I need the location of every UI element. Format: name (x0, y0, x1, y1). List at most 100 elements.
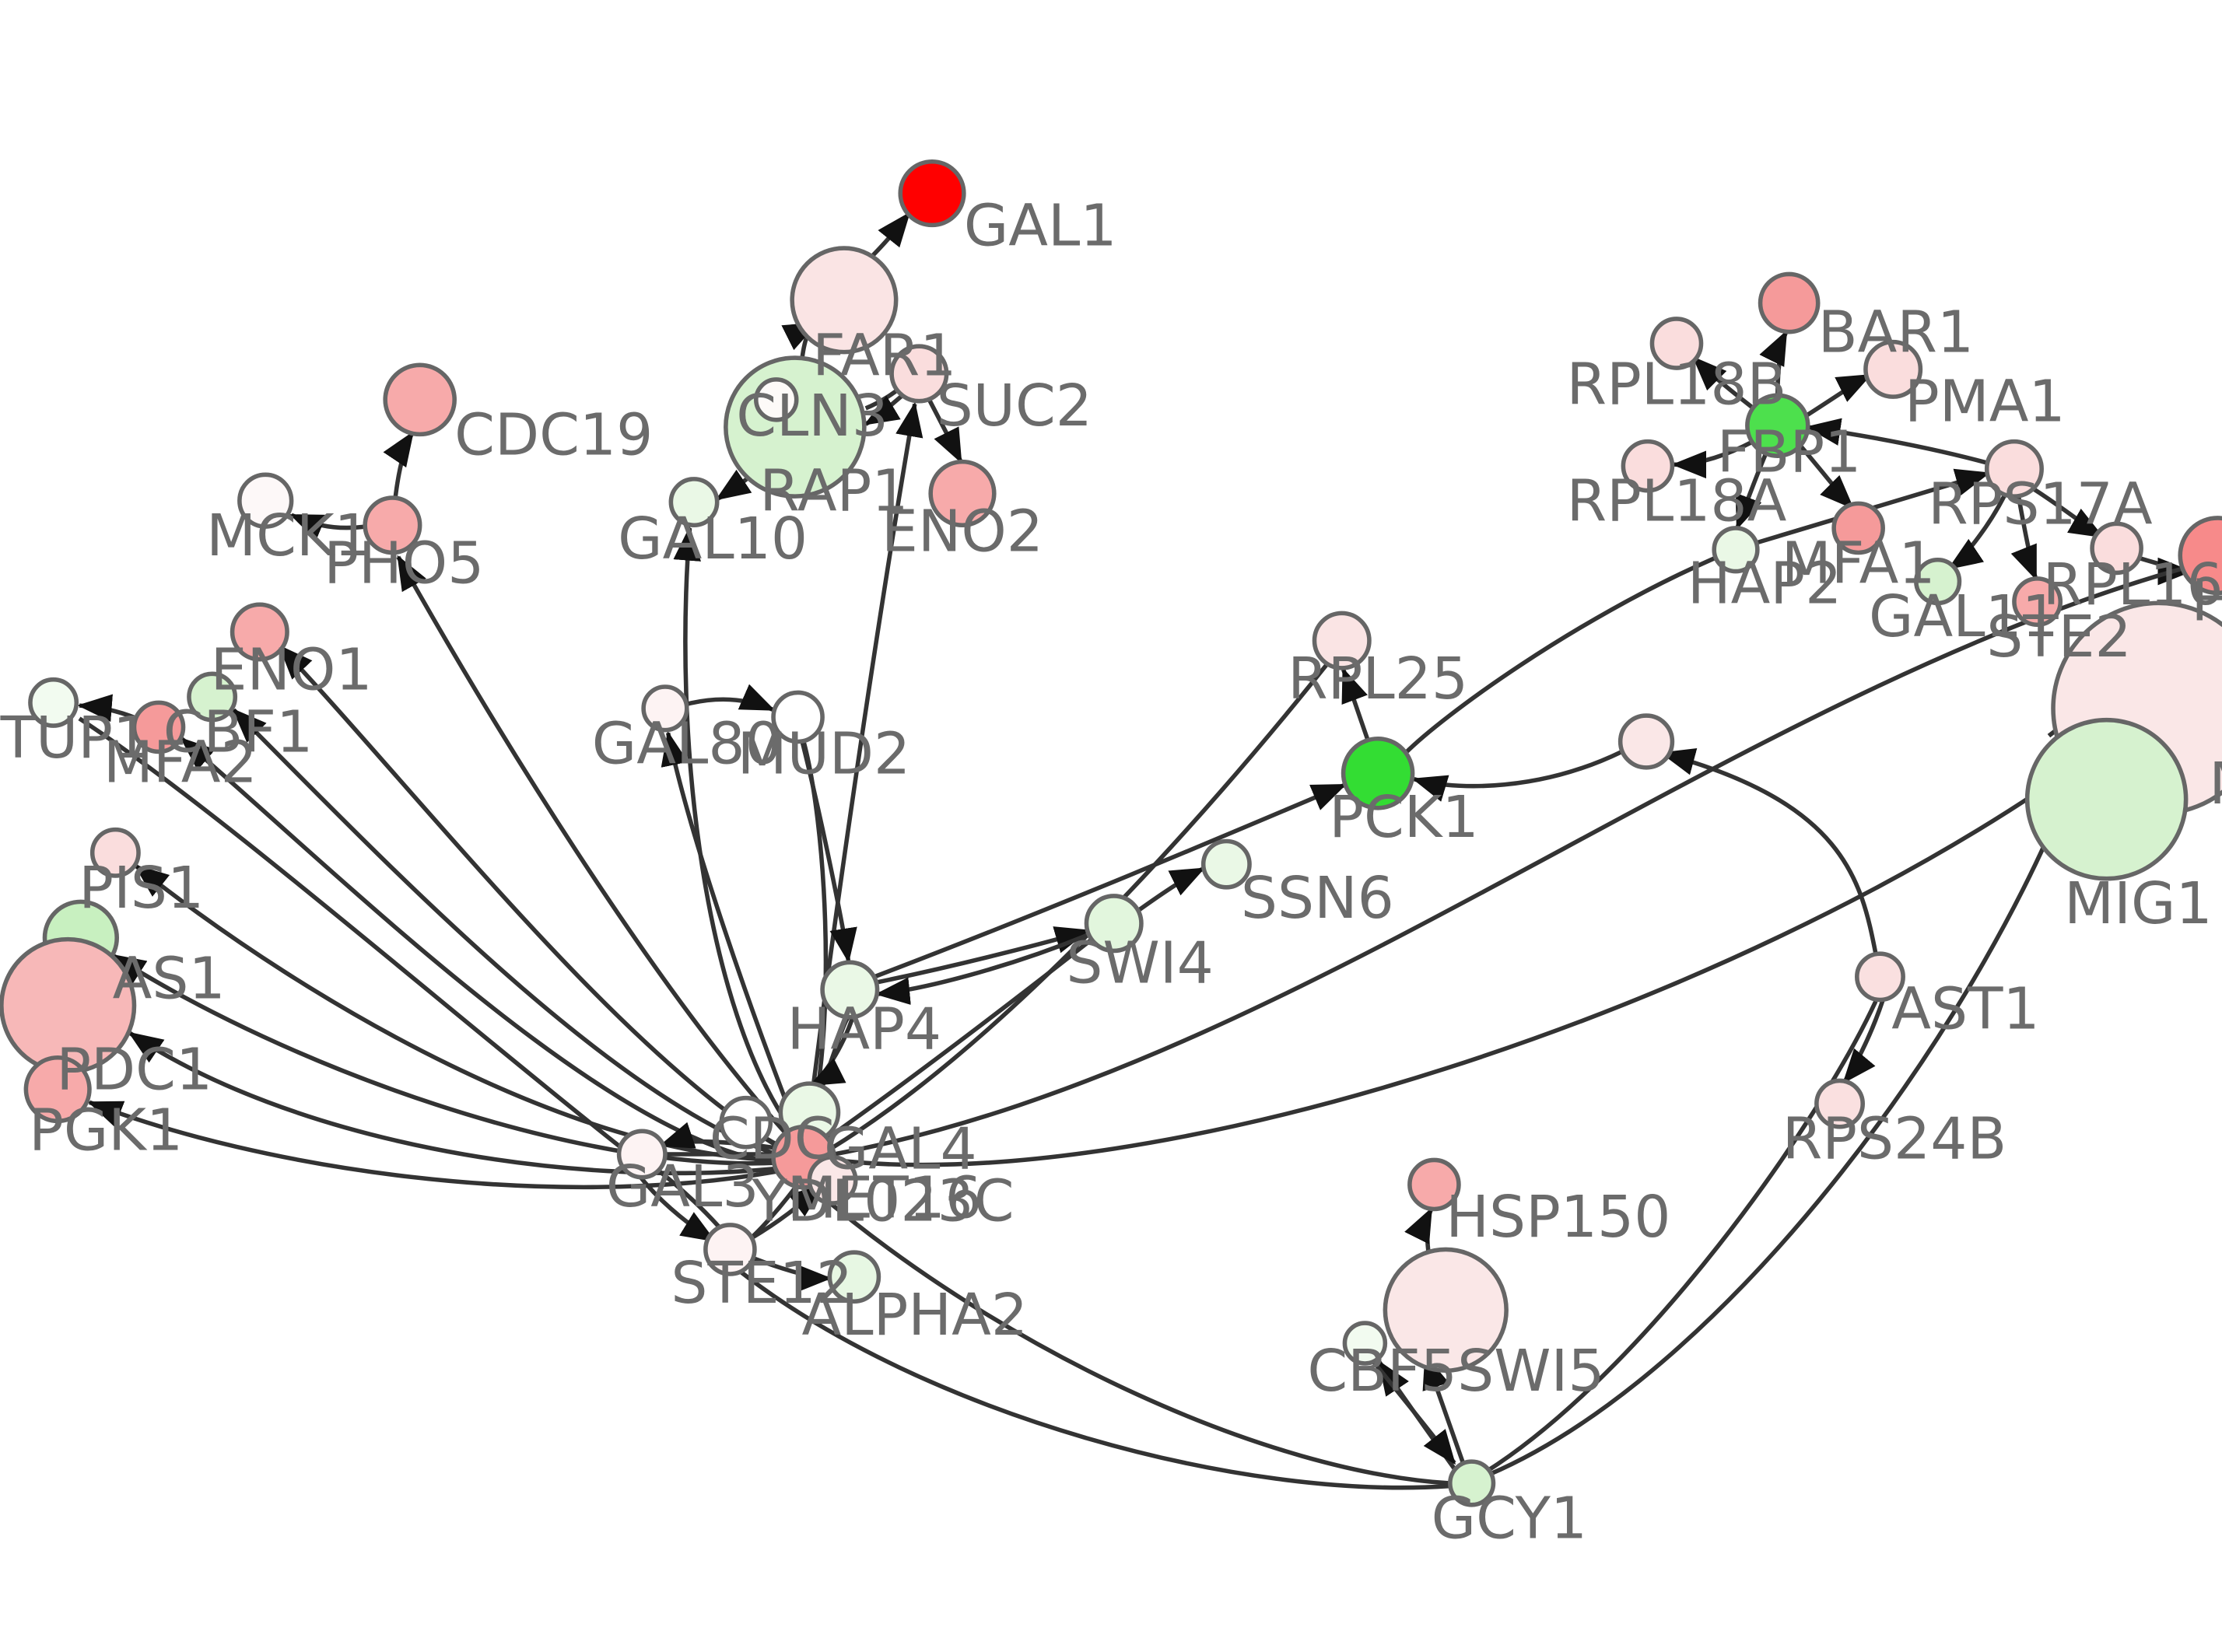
node-SWI4[interactable] (1084, 894, 1144, 954)
edge-GAL4-to-AS1[interactable] (110, 953, 776, 1166)
edge-GAL80-to-MUD2[interactable] (686, 684, 776, 712)
edge-FBP1-to-HAP2[interactable] (1735, 452, 1768, 530)
node-PMA1[interactable] (1863, 339, 1923, 399)
edge-RPS17A-to-FBP1[interactable] (1805, 418, 1989, 466)
node-label-GAL10: GAL10 (618, 506, 808, 572)
edge-STE12-to-GCY1[interactable] (740, 1270, 1449, 1490)
edge-GAL4-to-CBF1[interactable] (232, 708, 777, 1157)
node-RPL16A[interactable] (2090, 521, 2143, 576)
node-RPL25[interactable] (1312, 611, 1372, 670)
node-FBP1[interactable] (1745, 393, 1810, 458)
node-FAR1[interactable] (790, 246, 899, 355)
edge-GAL4-to-GAL3b[interactable] (658, 1122, 780, 1151)
edge-PHO5-to-MCK1[interactable] (289, 513, 366, 541)
edge-CLN3-to-GAL10[interactable] (715, 469, 752, 502)
edge-GAL3-to-TUP1[interactable] (78, 716, 622, 1149)
node-RPS24B[interactable] (1814, 1078, 1865, 1129)
edge-GAL4-to-PDC1[interactable] (128, 1031, 777, 1176)
node-label-RPS17A: RPS17A (1928, 471, 2153, 537)
node-ENO1[interactable] (230, 602, 289, 662)
node-label-TUP1: TUP1 (0, 705, 149, 772)
node-label-CBF5: CBF5 (1307, 1338, 1457, 1405)
edge-GAL4-to-GAL10[interactable] (673, 526, 793, 1130)
node-MFA2[interactable] (131, 700, 186, 754)
node-MCK1[interactable] (237, 472, 294, 529)
edge-PHO5-to-CDC19[interactable] (383, 431, 415, 499)
edge-GAL4-to-SWI4[interactable] (824, 936, 1095, 1142)
node-CDC[interactable] (719, 1095, 773, 1150)
edge-FBP1-to-RPL18B[interactable] (1692, 356, 1754, 409)
edge-GCY1-to-MCM1[interactable] (1488, 754, 2084, 1477)
edge-AST1sr-to-PCK1[interactable] (1411, 749, 1623, 802)
node-label-GCY1: GCY1 (1432, 1485, 1587, 1552)
edge-GAL4-to-SUC2[interactable] (805, 401, 923, 1129)
edge-HAP2-to-RPS17A[interactable] (1757, 468, 1991, 545)
edge-SWI4-to-HAP4[interactable] (874, 933, 1089, 1005)
edge-FAR1-to-GAL1[interactable] (867, 212, 911, 261)
node-RPL18A[interactable] (1621, 439, 1675, 493)
node-GCY1[interactable] (1448, 1459, 1496, 1507)
node-SSN6[interactable] (1200, 838, 1252, 890)
edge-GAL4-to-MFA2[interactable] (180, 737, 777, 1165)
edge-GCY1-to-AST1[interactable] (1484, 1000, 1878, 1474)
node-STE12[interactable] (703, 1223, 757, 1276)
edge-HAP4-to-SWI4[interactable] (875, 926, 1090, 985)
node-RPL18B[interactable] (1649, 317, 1704, 370)
node-HAP2[interactable] (1712, 526, 1760, 574)
edge-RPS17A-to-STE2[interactable] (2010, 495, 2038, 581)
node-CBF1[interactable] (187, 671, 238, 723)
node-YDL023C[interactable] (807, 1154, 858, 1206)
edge-FBP1-to-PMA1[interactable] (1805, 373, 1872, 418)
edge-MFA2-to-TUP1[interactable] (77, 694, 138, 723)
node-HSP150[interactable] (1407, 1157, 1461, 1212)
node-label-CDC: CDC (710, 1106, 835, 1173)
node-GAL1[interactable] (898, 159, 966, 228)
node-label-BAR1: BAR1 (1818, 299, 1974, 366)
node-CDC19[interactable] (383, 362, 457, 437)
edge-GAL4-to-ENO1[interactable] (278, 645, 780, 1150)
node-AST1[interactable] (1855, 951, 1905, 1003)
edge-SWI5-to-HSP150[interactable] (1404, 1207, 1434, 1253)
edge-FBP1-to-RPL18A[interactable] (1671, 439, 1754, 479)
node-RPS17A[interactable] (1984, 439, 2044, 499)
edge-AST1-to-AST1sr[interactable] (1659, 748, 1878, 954)
node-TUP1[interactable] (28, 677, 79, 728)
node-MFA1[interactable] (1831, 501, 1885, 555)
edge-STE12-to-ALPHA2[interactable] (752, 1255, 832, 1293)
edge-GAL4-to-HIS4[interactable] (833, 563, 2194, 1157)
node-PCK1[interactable] (1341, 736, 1415, 810)
node-PIS1[interactable] (89, 827, 141, 878)
node-SUC2[interactable] (889, 344, 949, 404)
node-GAL10[interactable] (668, 477, 720, 528)
edge-AST1-to-RPS24B[interactable] (1842, 999, 1885, 1084)
node-GAL11[interactable] (1914, 557, 1962, 606)
edge-SWI4-to-SSN6[interactable] (1137, 866, 1206, 912)
node-GAL3[interactable] (616, 1129, 668, 1180)
node-PHO5[interactable] (363, 495, 422, 555)
edge-PCK1-to-RPL25[interactable] (1341, 667, 1370, 741)
node-BAR1[interactable] (1758, 271, 1821, 334)
edge-GAL4-to-PGK1[interactable] (87, 1100, 777, 1190)
node-GAL80[interactable] (641, 684, 689, 733)
edge-GAL4-to-PHO5[interactable] (396, 555, 788, 1136)
node-PGK1[interactable] (23, 1055, 92, 1124)
node-CBF5[interactable] (1342, 1321, 1388, 1366)
node-ALPHA2[interactable] (827, 1250, 881, 1304)
node-CLN3in[interactable] (754, 377, 799, 422)
edge-GAL4-to-GCY1[interactable] (815, 1190, 1449, 1486)
edge-CBF5-to-GCY1[interactable] (1372, 1360, 1456, 1465)
edge-HAP2-to-PCK1[interactable] (1404, 556, 1716, 755)
node-STE2[interactable] (2012, 576, 2063, 628)
edge-GAL4-to-MCM1[interactable] (833, 762, 2080, 1167)
node-HIS4[interactable] (2178, 516, 2222, 596)
node-HAP4[interactable] (820, 960, 880, 1020)
node-SWI5[interactable] (1383, 1247, 1509, 1374)
node-MUD2[interactable] (771, 690, 825, 744)
node-ENO2[interactable] (928, 459, 997, 528)
node-MIG1[interactable] (2024, 717, 2189, 881)
node-AST1sr[interactable] (1617, 713, 1675, 770)
edge-GAL4-to-GAL80[interactable] (661, 730, 799, 1129)
edge-GAL4-to-PIS1[interactable] (134, 863, 776, 1163)
edge-SUC2-to-ENO2[interactable] (927, 398, 963, 464)
edge-FBP1-to-BAR1[interactable] (1759, 330, 1789, 396)
